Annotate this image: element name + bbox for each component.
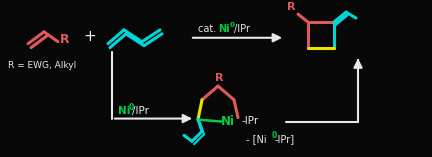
Text: -IPr: -IPr (242, 116, 259, 126)
Text: Ni: Ni (221, 115, 235, 128)
Text: Ni: Ni (118, 106, 130, 116)
Text: R: R (288, 2, 296, 12)
Text: /IPr: /IPr (132, 106, 149, 116)
Text: cat.: cat. (198, 24, 219, 34)
Text: -IPr]: -IPr] (275, 134, 295, 144)
Text: 0: 0 (230, 22, 235, 28)
Text: +: + (84, 29, 96, 44)
Text: Ni: Ni (218, 24, 230, 34)
Text: R = EWG, Alkyl: R = EWG, Alkyl (8, 61, 76, 70)
Text: - [Ni: - [Ni (246, 134, 267, 144)
Text: /IPr: /IPr (234, 24, 250, 34)
Text: R: R (215, 73, 223, 83)
Text: 0: 0 (272, 131, 277, 140)
Text: R: R (60, 33, 70, 46)
Text: 0: 0 (129, 103, 134, 112)
